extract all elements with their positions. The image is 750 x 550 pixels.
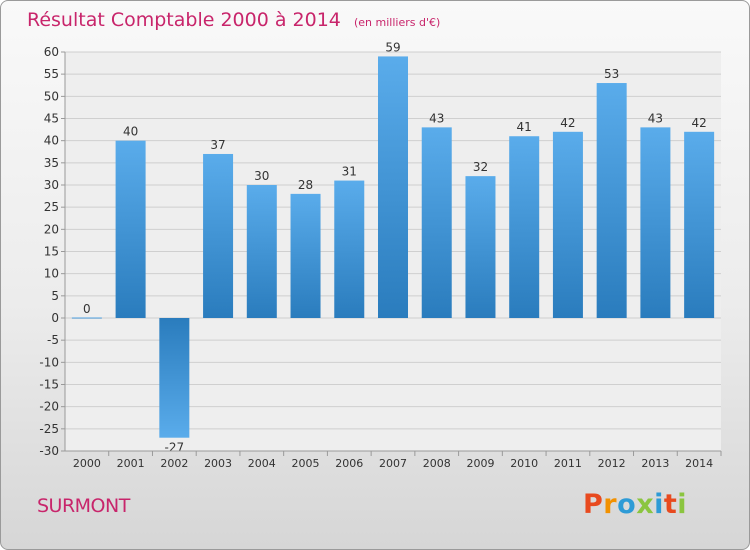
- data-label: 30: [254, 169, 269, 183]
- x-tick-label: 2009: [466, 457, 494, 470]
- proxiti-logo[interactable]: Proxiti: [583, 489, 687, 520]
- logo-letter: o: [617, 489, 637, 520]
- y-tick-label: 25: [44, 200, 59, 214]
- y-tick-label: 45: [44, 112, 59, 126]
- chart-title-group: Résultat Comptable 2000 à 2014 (en milli…: [27, 9, 440, 31]
- y-tick-label: 20: [44, 222, 59, 236]
- logo-letter: t: [663, 489, 678, 520]
- y-tick-label: -5: [47, 333, 59, 347]
- bar: [290, 193, 321, 318]
- bar-series: [71, 56, 715, 438]
- data-label: 53: [604, 67, 619, 81]
- logo-letter: r: [603, 489, 618, 520]
- data-label: 37: [210, 138, 225, 152]
- data-label: 41: [517, 120, 532, 134]
- x-axis-ticks: 2000 2001 2002 2003 2004 2005 2006 2007 2008 2009…: [73, 451, 722, 470]
- x-tick-label: 2012: [598, 457, 626, 470]
- y-tick-label: 30: [44, 178, 59, 192]
- x-tick-label: 2003: [204, 457, 232, 470]
- bar: [159, 318, 190, 438]
- bar: [246, 185, 277, 318]
- bar: [640, 127, 671, 318]
- bar: [334, 180, 365, 318]
- data-label: 42: [691, 116, 706, 130]
- bar: [596, 83, 627, 319]
- bar: [378, 56, 408, 318]
- data-label: 59: [385, 40, 400, 54]
- logo-letter: x: [636, 489, 655, 520]
- y-tick-label: 60: [44, 45, 59, 59]
- logo-letter: i: [677, 489, 688, 520]
- x-tick-label: 2008: [423, 457, 451, 470]
- y-axis-ticks: 605550454035302520151050-5-10-15-20-25-3…: [39, 45, 65, 458]
- y-tick-label: -25: [39, 422, 59, 436]
- y-tick-label: 35: [44, 156, 59, 170]
- y-tick-label: 15: [44, 245, 59, 259]
- bar: [552, 131, 583, 318]
- bar: [421, 127, 452, 318]
- bar: [115, 140, 146, 318]
- logo-letter: P: [583, 489, 604, 520]
- data-label: 28: [298, 178, 313, 192]
- y-tick-label: 50: [44, 89, 59, 103]
- x-tick-label: 2007: [379, 457, 407, 470]
- data-label: 43: [648, 111, 663, 125]
- data-label: 0: [83, 302, 91, 316]
- y-tick-label: 10: [44, 267, 59, 281]
- y-tick-label: 0: [51, 311, 59, 325]
- bar: [509, 136, 540, 318]
- x-tick-label: 2004: [248, 457, 276, 470]
- x-tick-label: 2005: [292, 457, 320, 470]
- chart-subtitle: (en milliers d'€): [353, 16, 441, 29]
- y-tick-label: 40: [44, 134, 59, 148]
- data-label: 40: [123, 125, 138, 139]
- x-tick-label: 2001: [117, 457, 145, 470]
- bar: [684, 131, 715, 318]
- data-labels: 0 40 -27 37 30 28 31 59 43 32 41 42 53 43 42: [83, 40, 707, 454]
- y-tick-label: -30: [39, 444, 59, 458]
- data-label: 42: [560, 116, 575, 130]
- y-tick-label: -10: [39, 355, 59, 369]
- bar: [71, 317, 102, 319]
- x-tick-label: 2006: [335, 457, 363, 470]
- logo-letter: i: [654, 489, 664, 520]
- bar: [203, 153, 234, 318]
- x-tick-label: 2002: [160, 457, 188, 470]
- y-tick-label: -20: [39, 400, 59, 414]
- y-tick-label: 5: [51, 289, 59, 303]
- data-label: 32: [473, 160, 488, 174]
- bar: [465, 176, 496, 318]
- data-label: 31: [342, 165, 357, 179]
- data-label: -27: [165, 441, 185, 455]
- data-label: 43: [429, 111, 444, 125]
- y-tick-label: -15: [39, 378, 59, 392]
- commune-name: SURMONT: [37, 495, 130, 517]
- x-tick-label: 2010: [510, 457, 538, 470]
- chart-title: Résultat Comptable 2000 à 2014: [27, 9, 341, 31]
- x-tick-label: 2014: [685, 457, 713, 470]
- x-tick-label: 2013: [641, 457, 669, 470]
- x-tick-label: 2000: [73, 457, 101, 470]
- x-tick-label: 2011: [554, 457, 582, 470]
- y-tick-label: 55: [44, 67, 59, 81]
